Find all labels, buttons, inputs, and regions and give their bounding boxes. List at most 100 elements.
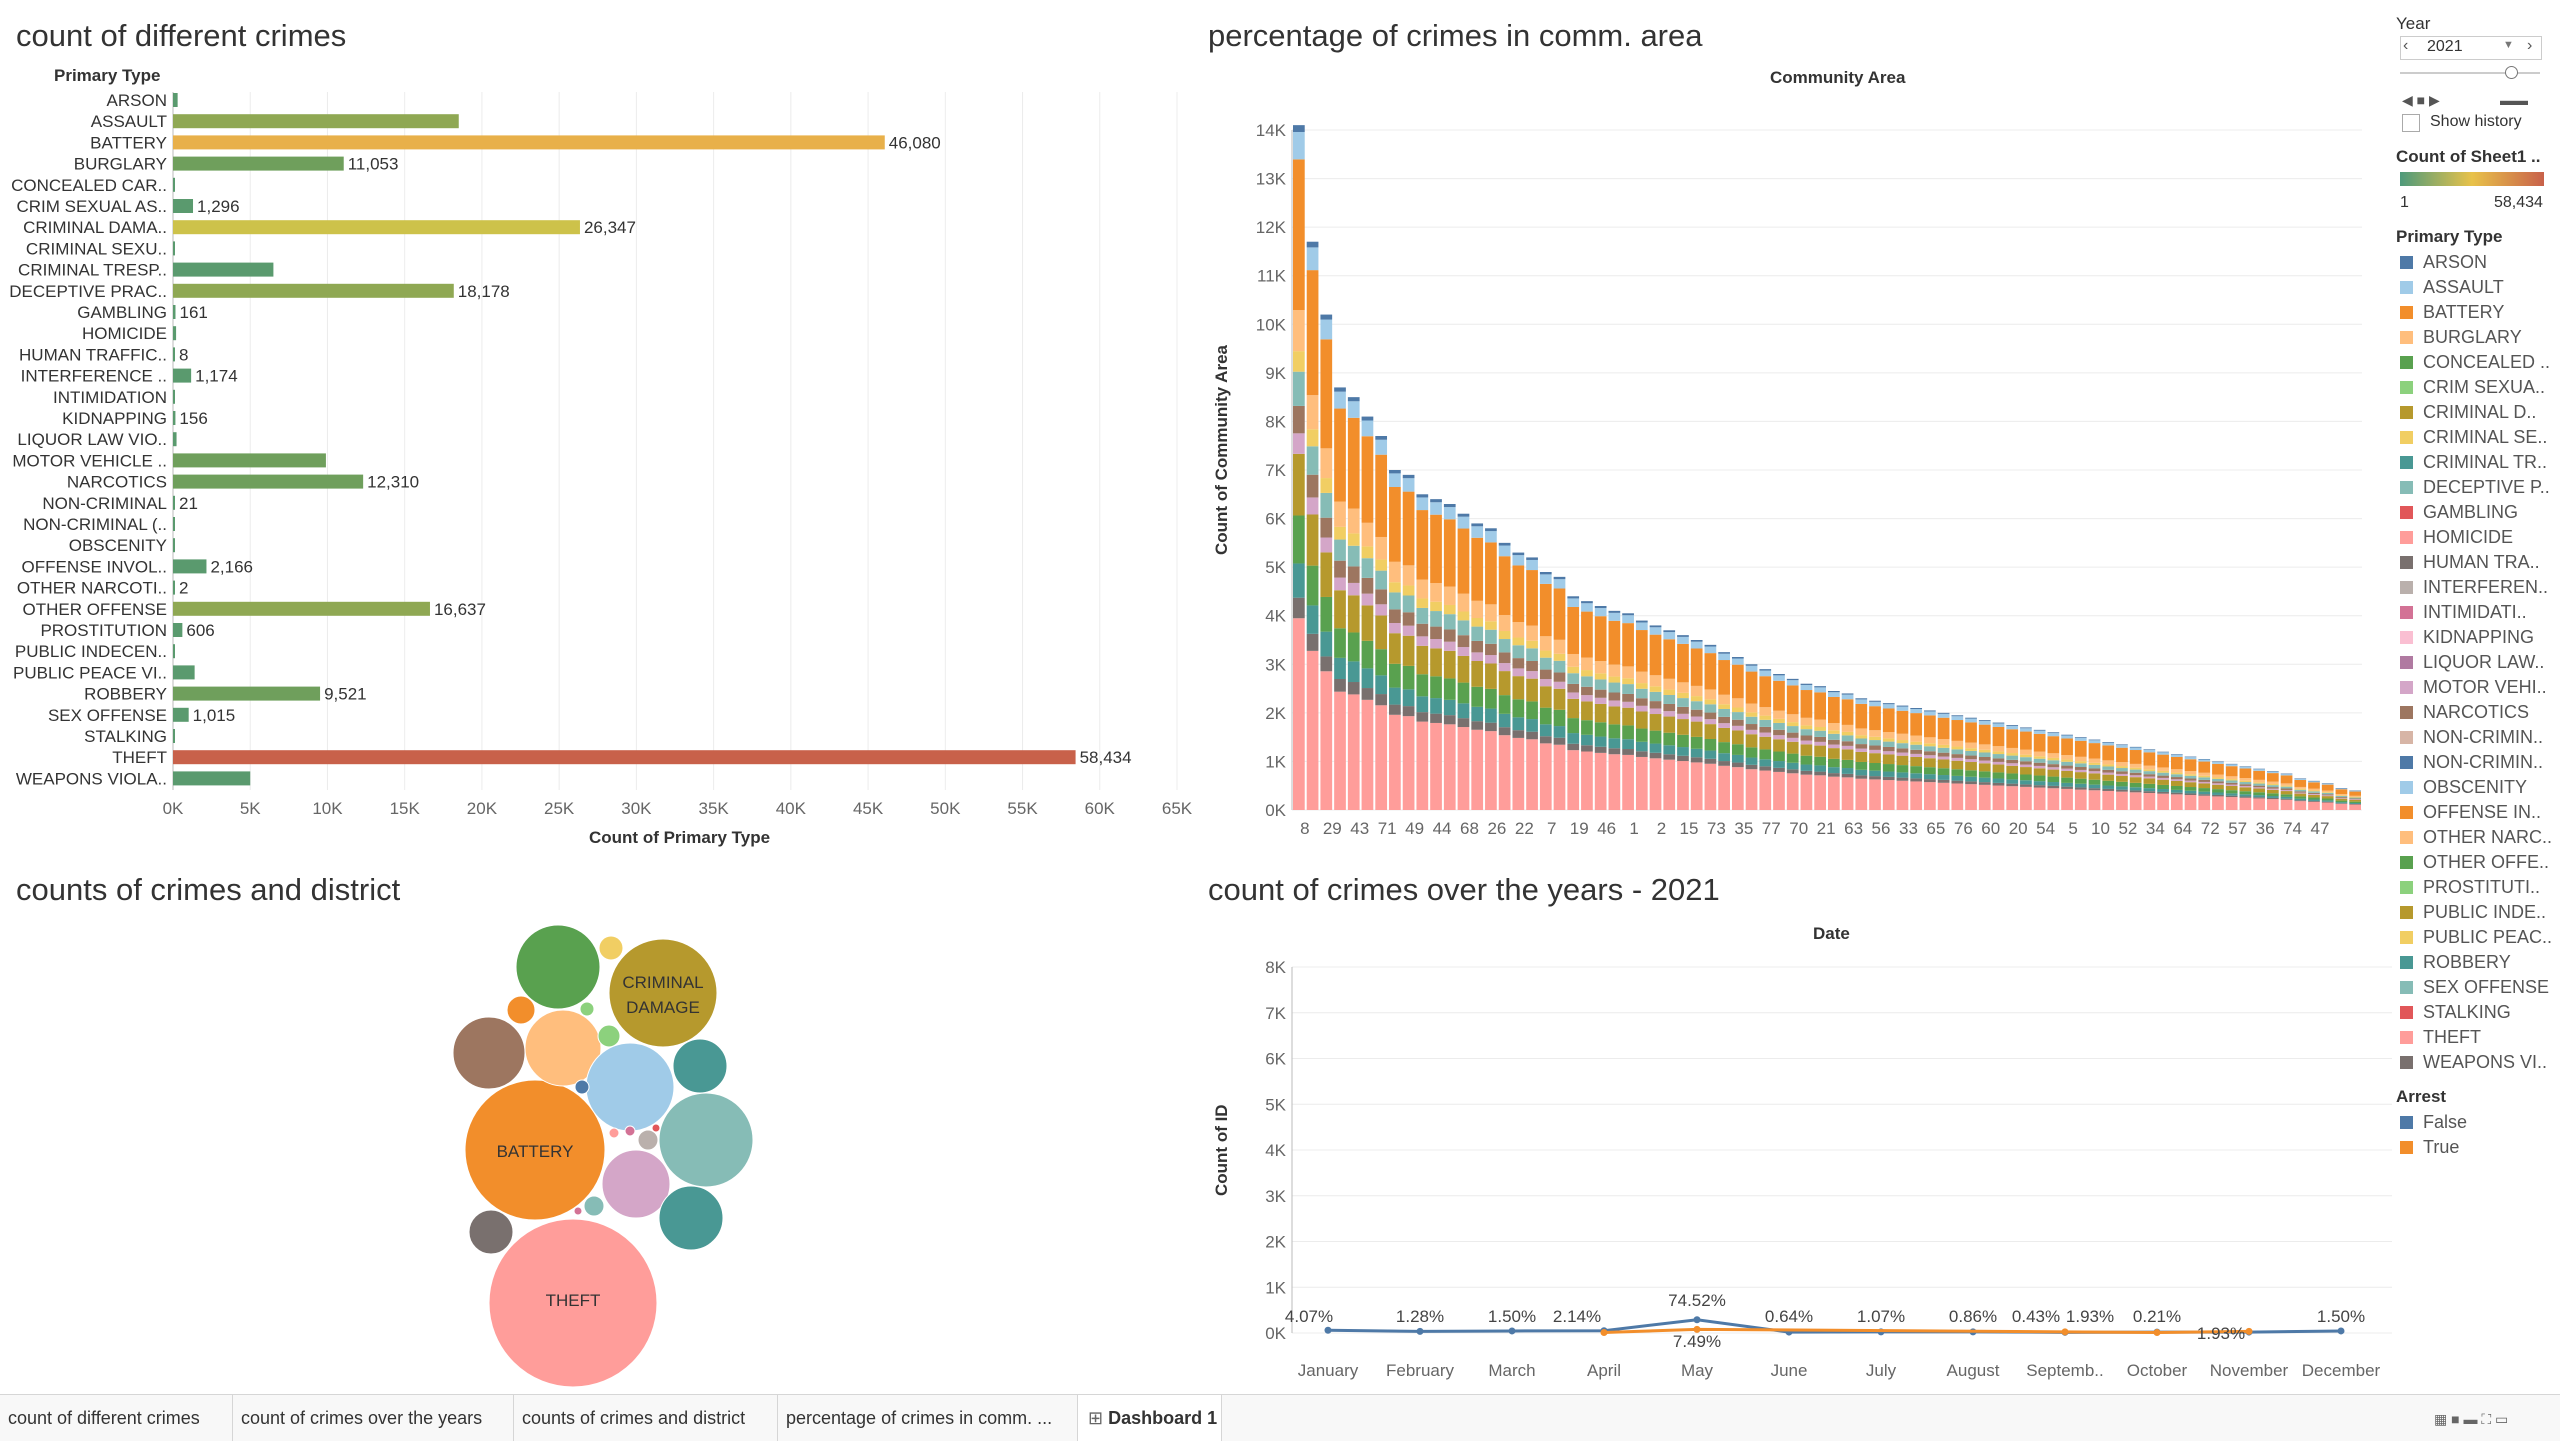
crime-bar (173, 707, 189, 722)
community-area-bar-segment (2088, 739, 2101, 741)
community-area-bar-segment (1896, 772, 1909, 778)
community-area-bar-segment (1951, 757, 1964, 761)
year-slider-handle[interactable] (2505, 66, 2518, 79)
primary-type-legend-item[interactable]: ARSON (2400, 252, 2487, 277)
community-area-bar-segment (1896, 777, 1909, 781)
primary-type-legend-item[interactable]: HUMAN TRA.. (2400, 552, 2540, 577)
primary-type-legend-item[interactable]: CRIMINAL D.. (2400, 402, 2536, 427)
primary-type-legend-item[interactable]: PUBLIC PEAC.. (2400, 927, 2552, 952)
primary-type-legend-item[interactable]: CRIMINAL TR.. (2400, 452, 2547, 477)
primary-type-legend-item[interactable]: SEX OFFENSE (2400, 977, 2549, 1002)
playback-controls-icon[interactable]: ◀ ■ ▶ (2402, 92, 2440, 108)
tab-count-of-crimes-over-years[interactable]: count of crimes over the years (233, 1395, 514, 1441)
community-area-bar-segment (1978, 771, 1991, 778)
primary-type-legend-item[interactable]: KIDNAPPING (2400, 627, 2534, 652)
community-area-bar-segment (1594, 752, 1607, 810)
community-area-bar-segment (2253, 783, 2265, 786)
primary-type-legend-item[interactable]: BURGLARY (2400, 327, 2522, 352)
show-history-checkbox[interactable] (2402, 114, 2420, 132)
color-legend-min: 1 (2400, 194, 2409, 211)
stacked-y-tick: 2K (1265, 704, 1286, 723)
bar-category-label: CONCEALED CAR.. (11, 176, 167, 195)
primary-type-legend-item[interactable]: PROSTITUTI.. (2400, 877, 2540, 902)
primary-type-legend-item[interactable]: ASSAULT (2400, 277, 2504, 302)
view-mode-icons[interactable]: ▦ ■ ▬ ⛶ ▭ (2434, 1411, 2509, 1427)
community-area-bar-segment (2102, 760, 2115, 765)
tab-dashboard-1[interactable]: ⊞ Dashboard 1 (1078, 1395, 1222, 1441)
community-area-bar-segment (2321, 794, 2334, 796)
arrest-legend-item[interactable]: True (2400, 1137, 2459, 1162)
primary-type-legend-item[interactable]: OTHER NARC.. (2400, 827, 2552, 852)
community-area-bar-segment (2116, 791, 2128, 810)
community-area-bar-segment (2033, 730, 2046, 734)
legend-swatch (2400, 781, 2413, 794)
primary-type-legend-item[interactable]: NARCOTICS (2400, 702, 2529, 727)
community-area-bar-segment (2266, 785, 2279, 788)
chevron-down-icon[interactable]: ▼ (2503, 39, 2514, 51)
primary-type-legend-item[interactable]: THEFT (2400, 1027, 2481, 1052)
tab-counts-of-crimes-and-district[interactable]: counts of crimes and district (514, 1395, 778, 1441)
community-area-bar-segment (1402, 716, 1415, 810)
playback-speed-icon[interactable]: ▬▬ (2500, 92, 2528, 108)
primary-type-legend-item[interactable]: GAMBLING (2400, 502, 2518, 527)
community-area-bar-segment (2074, 761, 2087, 764)
primary-type-legend-item[interactable]: DECEPTIVE P.. (2400, 477, 2550, 502)
next-year-icon[interactable]: › (2527, 37, 2533, 54)
community-area-bar-segment (1594, 746, 1607, 753)
primary-type-legend-item[interactable]: NON-CRIMIN.. (2400, 752, 2543, 777)
year-slider-track[interactable] (2400, 72, 2540, 74)
community-area-bar-segment (1389, 663, 1401, 688)
primary-type-legend-item[interactable]: INTIMIDATI.. (2400, 602, 2527, 627)
primary-type-legend-item[interactable]: HOMICIDE (2400, 527, 2513, 552)
community-area-bar-segment (1814, 686, 1826, 688)
community-area-bar-segment (2157, 789, 2169, 792)
community-area-bar-segment (2129, 792, 2142, 810)
community-area-bar-segment (2349, 790, 2361, 792)
community-area-bar-segment (2088, 758, 2101, 763)
bar-x-tick: 10K (312, 799, 343, 818)
community-area-bar-segment (1375, 454, 1388, 537)
community-area-bar-segment (2116, 744, 2128, 746)
bar-x-tick: 25K (544, 799, 575, 818)
primary-type-legend-item[interactable]: NON-CRIMIN.. (2400, 727, 2543, 752)
year-selector[interactable]: ‹ 2021 ▼ › (2400, 36, 2542, 60)
primary-type-legend-item[interactable]: MOTOR VEHI.. (2400, 677, 2547, 702)
community-area-bar-segment (1896, 752, 1909, 756)
month-label: October (2127, 1361, 2188, 1380)
community-area-bar-segment (2280, 773, 2293, 776)
arrest-legend-item[interactable]: False (2400, 1112, 2467, 1137)
primary-type-legend-item[interactable]: OTHER OFFE.. (2400, 852, 2549, 877)
community-area-bar-segment (1910, 753, 1923, 757)
community-area-bar-segment (1608, 612, 1621, 621)
district-bubble (608, 1127, 620, 1139)
primary-type-legend-item[interactable]: CRIMINAL SE.. (2400, 427, 2547, 452)
community-area-bar-segment (1471, 729, 1484, 810)
primary-type-legend-item[interactable]: INTERFEREN.. (2400, 577, 2548, 602)
community-area-bar-segment (1841, 741, 1854, 746)
primary-type-legend-item[interactable]: OFFENSE IN.. (2400, 802, 2541, 827)
primary-type-legend-item[interactable]: WEAPONS VI.. (2400, 1052, 2547, 1077)
community-area-bar-segment (1978, 752, 1991, 757)
crime-bar (173, 199, 194, 213)
primary-type-legend-item[interactable]: BATTERY (2400, 302, 2504, 327)
primary-type-legend-item[interactable]: PUBLIC INDE.. (2400, 902, 2546, 927)
community-area-bar-segment (1690, 701, 1703, 710)
bar-category-label: NON-CRIMINAL (.. (23, 515, 167, 534)
community-area-bar-segment (1416, 607, 1429, 624)
tab-count-of-different-crimes[interactable]: count of different crimes (0, 1395, 233, 1441)
district-bubble (672, 1038, 728, 1094)
primary-type-legend-item[interactable]: OBSCENITY (2400, 777, 2527, 802)
community-area-bar-segment (1869, 700, 1881, 702)
tab-percentage-of-crimes[interactable]: percentage of crimes in comm. ... (778, 1395, 1078, 1441)
primary-type-legend-item[interactable]: ROBBERY (2400, 952, 2511, 977)
primary-type-legend-item[interactable]: CRIM SEXUA.. (2400, 377, 2545, 402)
community-area-bar-segment (2074, 740, 2087, 757)
community-area-bar-segment (2184, 778, 2197, 781)
primary-type-legend-item[interactable]: STALKING (2400, 1002, 2511, 1027)
community-area-bar-segment (2225, 790, 2238, 794)
primary-type-legend-item[interactable]: CONCEALED .. (2400, 352, 2550, 377)
primary-type-legend-item[interactable]: LIQUOR LAW.. (2400, 652, 2544, 677)
community-area-bar-segment (1745, 671, 1758, 704)
prev-year-icon[interactable]: ‹ (2403, 37, 2409, 54)
community-area-bar-segment (2020, 728, 2032, 732)
